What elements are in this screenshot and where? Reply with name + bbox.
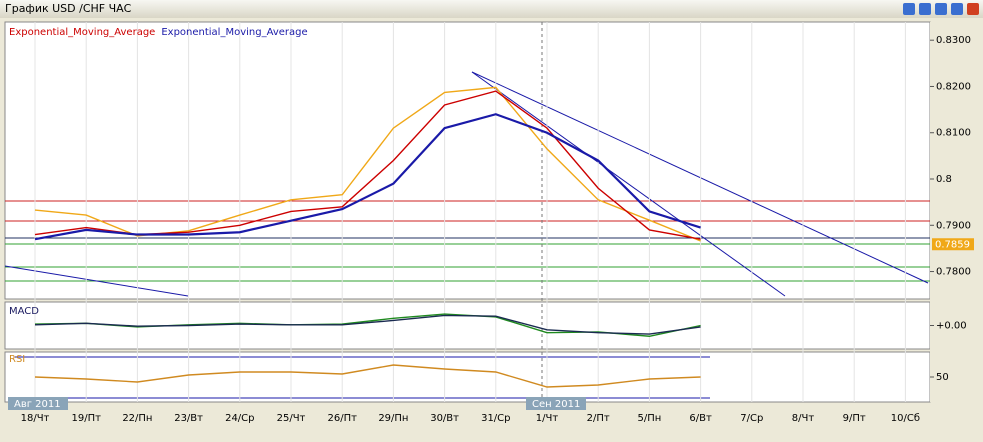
pane-title: MACD <box>9 306 39 317</box>
legend-entry: Exponential_Moving_Average <box>9 27 155 38</box>
series-line <box>34 314 701 335</box>
rsi-pane <box>4 351 931 403</box>
x-tick-label: 18/Чт <box>21 413 50 424</box>
price-pane <box>4 21 931 300</box>
x-tick-label: 30/Вт <box>430 413 459 424</box>
x-tick-label: 26/Пт <box>327 413 357 424</box>
x-tick-label: 7/Ср <box>740 413 763 424</box>
x-tick-label: 2/Пт <box>587 413 610 424</box>
series-line <box>34 113 701 241</box>
x-tick-label: 9/Пт <box>843 413 866 424</box>
y-tick-label: 50 <box>936 372 949 383</box>
x-tick-label: 22/Пн <box>122 413 152 424</box>
legend-entry: Exponential_Moving_Average <box>161 27 307 38</box>
y-tick-label: 0.7900 <box>936 220 971 231</box>
x-tick-label: 29/Пн <box>378 413 408 424</box>
window-buttons[interactable] <box>903 3 979 15</box>
last-price-label: 0.7859 <box>935 239 970 250</box>
window-title: График USD /CHF ЧАС <box>5 2 132 15</box>
x-tick-label: 6/Вт <box>689 413 712 424</box>
x-tick-label: 19/Пт <box>71 413 101 424</box>
month-label: Сен 2011 <box>532 399 580 410</box>
x-tick-label: 10/Сб <box>891 413 920 424</box>
title-bar <box>0 0 983 18</box>
y-tick-label: +0.00 <box>936 321 967 332</box>
y-tick-label: 0.8300 <box>936 35 971 46</box>
x-tick-label: 8/Чт <box>792 413 815 424</box>
y-tick-label: 0.8100 <box>936 128 971 139</box>
x-tick-label: 1/Чт <box>536 413 559 424</box>
y-tick-label: 0.7800 <box>936 267 971 278</box>
pane-title: RSI <box>9 354 25 365</box>
x-tick-label: 24/Ср <box>225 413 254 424</box>
axis-area <box>930 22 983 402</box>
series-line <box>34 364 701 388</box>
last-price-marker <box>932 238 974 251</box>
x-tick-label: 25/Чт <box>277 413 306 424</box>
x-tick-label: 5/Пн <box>638 413 662 424</box>
x-tick-label: 31/Ср <box>481 413 510 424</box>
month-badge <box>8 397 68 410</box>
x-tick-label: 23/Вт <box>174 413 203 424</box>
month-label: Авг 2011 <box>14 399 61 410</box>
y-tick-label: 0.8200 <box>936 81 971 92</box>
y-tick-label: 0.8 <box>936 174 952 185</box>
month-badge <box>526 397 586 410</box>
